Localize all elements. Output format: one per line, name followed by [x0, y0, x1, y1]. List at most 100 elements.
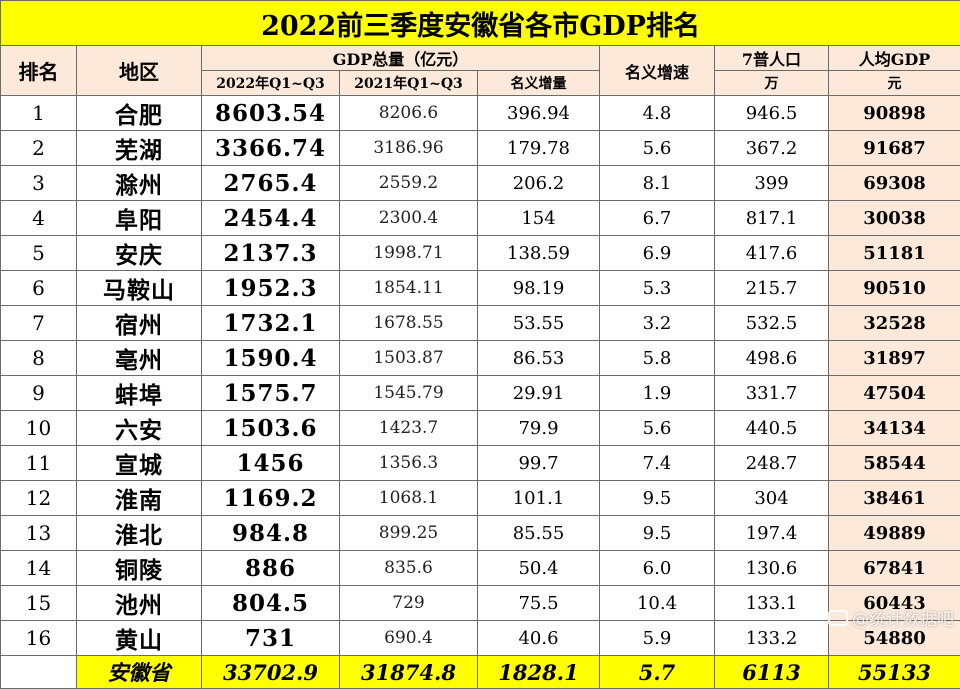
cell-increase: 99.7 [478, 446, 600, 481]
cell-gdp-2022: 1169.2 [202, 481, 340, 516]
header-increase: 名义增量 [478, 71, 600, 96]
cell-gdp-2022: 3366.74 [202, 131, 340, 166]
title-row: 2022前三季度安徽省各市GDP排名 [1, 1, 960, 46]
cell-region: 宣城 [77, 446, 202, 481]
total-cell-region: 安徽省 [77, 656, 202, 689]
cell-population: 498.6 [715, 341, 829, 376]
cell-per-capita: 30038 [829, 201, 960, 236]
cell-population: 946.5 [715, 96, 829, 131]
cell-gdp-2021: 729 [340, 586, 478, 621]
cell-population: 417.6 [715, 236, 829, 271]
total-cell-increase: 1828.1 [478, 656, 600, 689]
cell-gdp-2021: 2559.2 [340, 166, 478, 201]
cell-per-capita: 69308 [829, 166, 960, 201]
cell-rank: 7 [1, 306, 77, 341]
cell-increase: 29.91 [478, 376, 600, 411]
cell-population: 532.5 [715, 306, 829, 341]
cell-increase: 138.59 [478, 236, 600, 271]
header-growth-rate: 名义增速 [600, 46, 715, 96]
cell-per-capita: 31897 [829, 341, 960, 376]
cell-gdp-2021: 2300.4 [340, 201, 478, 236]
watermark-text: @统计数据吧 [852, 605, 954, 630]
cell-growth-rate: 6.9 [600, 236, 715, 271]
header-population-unit: 万 [715, 71, 829, 96]
cell-gdp-2022: 1952.3 [202, 271, 340, 306]
cell-growth-rate: 8.1 [600, 166, 715, 201]
cell-population: 197.4 [715, 516, 829, 551]
cell-growth-rate: 5.8 [600, 341, 715, 376]
gdp-ranking-sheet: 2022前三季度安徽省各市GDP排名 排名 地区 GDP总量（亿元） 名义增速 … [0, 0, 960, 636]
cell-population: 130.6 [715, 551, 829, 586]
cell-population: 367.2 [715, 131, 829, 166]
header-gdp-2022: 2022年Q1~Q3 [202, 71, 340, 96]
cell-growth-rate: 4.8 [600, 96, 715, 131]
cell-region: 安庆 [77, 236, 202, 271]
cell-rank: 9 [1, 376, 77, 411]
cell-region: 蚌埠 [77, 376, 202, 411]
cell-growth-rate: 3.2 [600, 306, 715, 341]
cell-increase: 101.1 [478, 481, 600, 516]
cell-per-capita: 58544 [829, 446, 960, 481]
cell-gdp-2022: 1575.7 [202, 376, 340, 411]
cell-growth-rate: 9.5 [600, 481, 715, 516]
cell-increase: 154 [478, 201, 600, 236]
cell-rank: 1 [1, 96, 77, 131]
cell-region: 淮南 [77, 481, 202, 516]
cell-gdp-2021: 1998.71 [340, 236, 478, 271]
cell-increase: 396.94 [478, 96, 600, 131]
cell-per-capita: 47504 [829, 376, 960, 411]
header-per-capita-unit: 元 [829, 71, 960, 96]
cell-gdp-2021: 1423.7 [340, 411, 478, 446]
cell-gdp-2021: 1356.3 [340, 446, 478, 481]
cell-gdp-2021: 899.25 [340, 516, 478, 551]
watermark: @统计数据吧 [828, 605, 954, 630]
cell-increase: 85.55 [478, 516, 600, 551]
cell-population: 817.1 [715, 201, 829, 236]
cell-increase: 40.6 [478, 621, 600, 656]
total-cell-per-capita: 55133 [829, 656, 960, 689]
cell-gdp-2022: 984.8 [202, 516, 340, 551]
cell-population: 133.1 [715, 586, 829, 621]
cell-growth-rate: 6.7 [600, 201, 715, 236]
cell-per-capita: 51181 [829, 236, 960, 271]
cell-growth-rate: 10.4 [600, 586, 715, 621]
cell-region: 铜陵 [77, 551, 202, 586]
cell-gdp-2022: 1732.1 [202, 306, 340, 341]
cell-gdp-2021: 1678.55 [340, 306, 478, 341]
cell-increase: 179.78 [478, 131, 600, 166]
total-cell-gdp-2022: 33702.9 [202, 656, 340, 689]
cell-increase: 98.19 [478, 271, 600, 306]
chat-bubble-icon [828, 610, 848, 626]
cell-per-capita: 49889 [829, 516, 960, 551]
cell-gdp-2022: 731 [202, 621, 340, 656]
cell-rank: 6 [1, 271, 77, 306]
cell-growth-rate: 7.4 [600, 446, 715, 481]
cell-gdp-2021: 1854.11 [340, 271, 478, 306]
header-gdp-2021: 2021年Q1~Q3 [340, 71, 478, 96]
cell-per-capita: 32528 [829, 306, 960, 341]
cell-region: 宿州 [77, 306, 202, 341]
cell-region: 淮北 [77, 516, 202, 551]
cell-rank: 8 [1, 341, 77, 376]
cell-growth-rate: 5.6 [600, 131, 715, 166]
cell-region: 池州 [77, 586, 202, 621]
cell-gdp-2022: 1456 [202, 446, 340, 481]
cell-population: 440.5 [715, 411, 829, 446]
cell-gdp-2022: 1503.6 [202, 411, 340, 446]
cell-gdp-2021: 1545.79 [340, 376, 478, 411]
cell-increase: 50.4 [478, 551, 600, 586]
cell-rank: 2 [1, 131, 77, 166]
cell-increase: 79.9 [478, 411, 600, 446]
